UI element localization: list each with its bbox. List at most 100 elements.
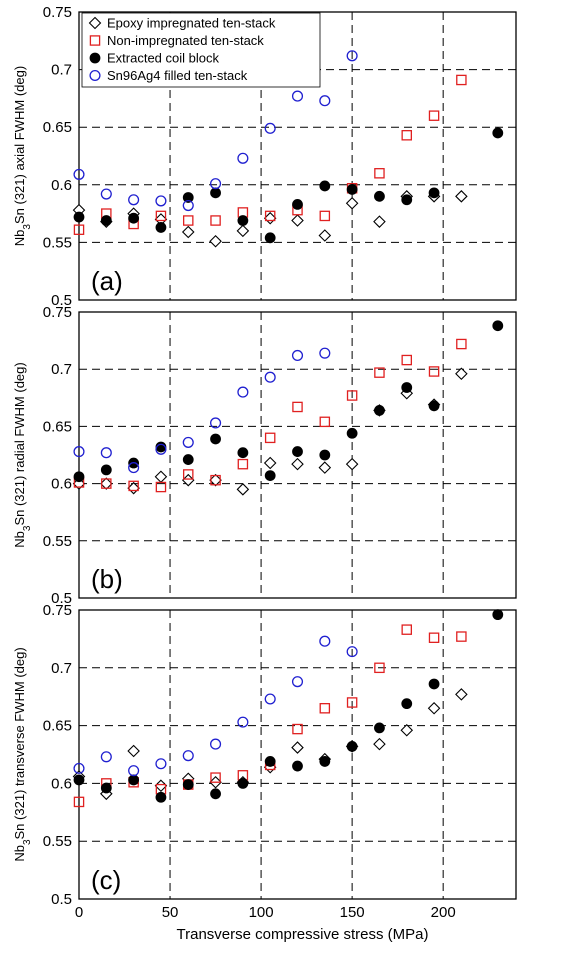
y-tick-label: 0.75 — [43, 304, 72, 321]
data-point-non-impregnated — [428, 366, 440, 377]
data-point-epoxy — [209, 234, 222, 248]
y-tick-label: 0.65 — [43, 418, 72, 435]
y-tick-label: 0.55 — [43, 833, 72, 850]
y-tick-label: 0.7 — [51, 660, 72, 677]
data-point-epoxy — [263, 456, 277, 470]
series-sn96ag4 — [73, 50, 358, 212]
data-point-non-impregnated — [401, 354, 412, 366]
data-point-sn96ag4 — [182, 436, 194, 448]
data-point-extracted-coil — [401, 194, 413, 206]
data-point-non-impregnated — [264, 432, 276, 444]
y-tick-label: 0.6 — [51, 476, 72, 493]
data-point-extracted-coil — [401, 382, 413, 393]
data-point-extracted-coil — [374, 404, 385, 416]
data-point-extracted-coil — [264, 756, 276, 767]
data-point-extracted-coil — [210, 433, 221, 445]
data-point-non-impregnated — [210, 215, 221, 226]
data-point-non-impregnated — [346, 390, 358, 401]
data-point-epoxy — [400, 723, 414, 737]
x-axis-label: Transverse compressive stress (MPa) — [177, 926, 429, 943]
data-point-sn96ag4 — [237, 386, 249, 398]
legend-entry-non-impregnated: Non-impregnated ten-stack — [107, 33, 264, 48]
data-point-extracted-coil — [237, 215, 249, 226]
data-point-epoxy — [455, 190, 468, 203]
panel-3: 0.5 0.55 0.6 0.65 0.7 0.75 0 50 100 150 200Transve… — [12, 602, 517, 943]
legend-marker-extracted-coil — [89, 52, 101, 64]
x-tick-label: 50 — [162, 904, 179, 921]
x-tick-label: 150 — [340, 904, 365, 921]
data-point-extracted-coil — [73, 211, 85, 223]
data-point-extracted-coil — [401, 698, 413, 710]
data-point-extracted-coil — [155, 222, 167, 233]
data-point-extracted-coil — [128, 774, 140, 786]
data-point-sn96ag4 — [210, 738, 222, 750]
data-point-extracted-coil — [73, 774, 85, 786]
data-point-extracted-coil — [264, 232, 276, 244]
data-point-epoxy — [455, 367, 468, 381]
data-point-extracted-coil — [128, 212, 140, 224]
data-point-sn96ag4 — [291, 349, 304, 362]
data-point-sn96ag4 — [237, 152, 249, 164]
data-point-non-impregnated — [401, 624, 412, 635]
y-tick-label: 0.75 — [43, 602, 72, 619]
legend-marker-epoxy — [88, 16, 102, 30]
data-point-epoxy — [291, 741, 304, 754]
data-point-non-impregnated — [374, 367, 385, 378]
series-non-impregnated — [73, 338, 467, 493]
data-point-epoxy — [181, 225, 195, 239]
data-point-extracted-coil — [346, 741, 358, 752]
data-point-extracted-coil — [264, 470, 276, 481]
y-tick-label: 0.5 — [51, 891, 72, 908]
legend-entry-sn96ag4: Sn96Ag4 filled ten-stack — [107, 68, 248, 83]
data-point-non-impregnated — [155, 210, 167, 222]
data-point-epoxy — [345, 196, 359, 210]
y-tick-label: 0.5 — [51, 292, 72, 309]
data-point-sn96ag4 — [128, 765, 140, 777]
y-tick-label: 0.65 — [43, 718, 72, 735]
legend-box — [81, 12, 321, 88]
series-extracted-coil — [73, 609, 504, 803]
data-point-sn96ag4 — [155, 195, 167, 207]
y-tick-label: 0.7 — [51, 361, 72, 378]
data-point-extracted-coil — [210, 788, 221, 800]
data-point-sn96ag4 — [291, 90, 304, 102]
legend-marker-non-impregnated — [89, 35, 101, 46]
y-tick-label: 0.5 — [51, 590, 72, 607]
data-point-non-impregnated — [155, 481, 167, 493]
panel-label: (b) — [91, 564, 123, 594]
data-point-sn96ag4 — [346, 50, 358, 62]
data-point-sn96ag4 — [73, 168, 85, 180]
data-point-non-impregnated — [182, 215, 194, 226]
data-point-non-impregnated — [456, 631, 467, 642]
data-point-non-impregnated — [210, 772, 221, 783]
series-sn96ag4 — [73, 635, 358, 777]
data-point-extracted-coil — [237, 778, 249, 789]
data-point-extracted-coil — [155, 791, 167, 803]
data-point-non-impregnated — [456, 338, 467, 350]
data-point-non-impregnated — [428, 632, 440, 643]
panel-label: (a) — [91, 266, 123, 296]
data-point-sn96ag4 — [155, 443, 167, 455]
data-point-extracted-coil — [100, 464, 112, 476]
data-point-non-impregnated — [210, 474, 221, 486]
y-tick-label: 0.6 — [51, 177, 72, 194]
data-point-extracted-coil — [428, 187, 440, 199]
data-point-non-impregnated — [374, 662, 385, 674]
data-point-sn96ag4 — [182, 199, 194, 212]
data-point-sn96ag4 — [155, 758, 167, 770]
data-point-non-impregnated — [428, 110, 440, 121]
data-point-epoxy — [373, 737, 386, 751]
data-point-extracted-coil — [428, 678, 440, 690]
data-point-epoxy — [236, 483, 250, 496]
data-point-epoxy — [373, 215, 386, 228]
data-point-extracted-coil — [182, 454, 194, 465]
y-axis-label: Nb3Sn (321) transverse FWHM (deg) — [12, 647, 33, 861]
data-point-extracted-coil — [374, 722, 385, 734]
y-axis-label: Nb3Sn (321) radial FWHM (deg) — [12, 362, 33, 547]
data-point-non-impregnated — [73, 796, 85, 808]
data-point-epoxy — [154, 779, 168, 792]
panel-1: 0.5 0.55 0.6 0.65 0.7 0.75 Nb3Sn (321) axial F… — [12, 4, 517, 309]
panel-2: 0.5 0.55 0.6 0.65 0.7 0.75 Nb3Sn (321) radial … — [12, 304, 517, 607]
data-point-non-impregnated — [456, 74, 467, 86]
data-point-sn96ag4 — [73, 446, 85, 458]
